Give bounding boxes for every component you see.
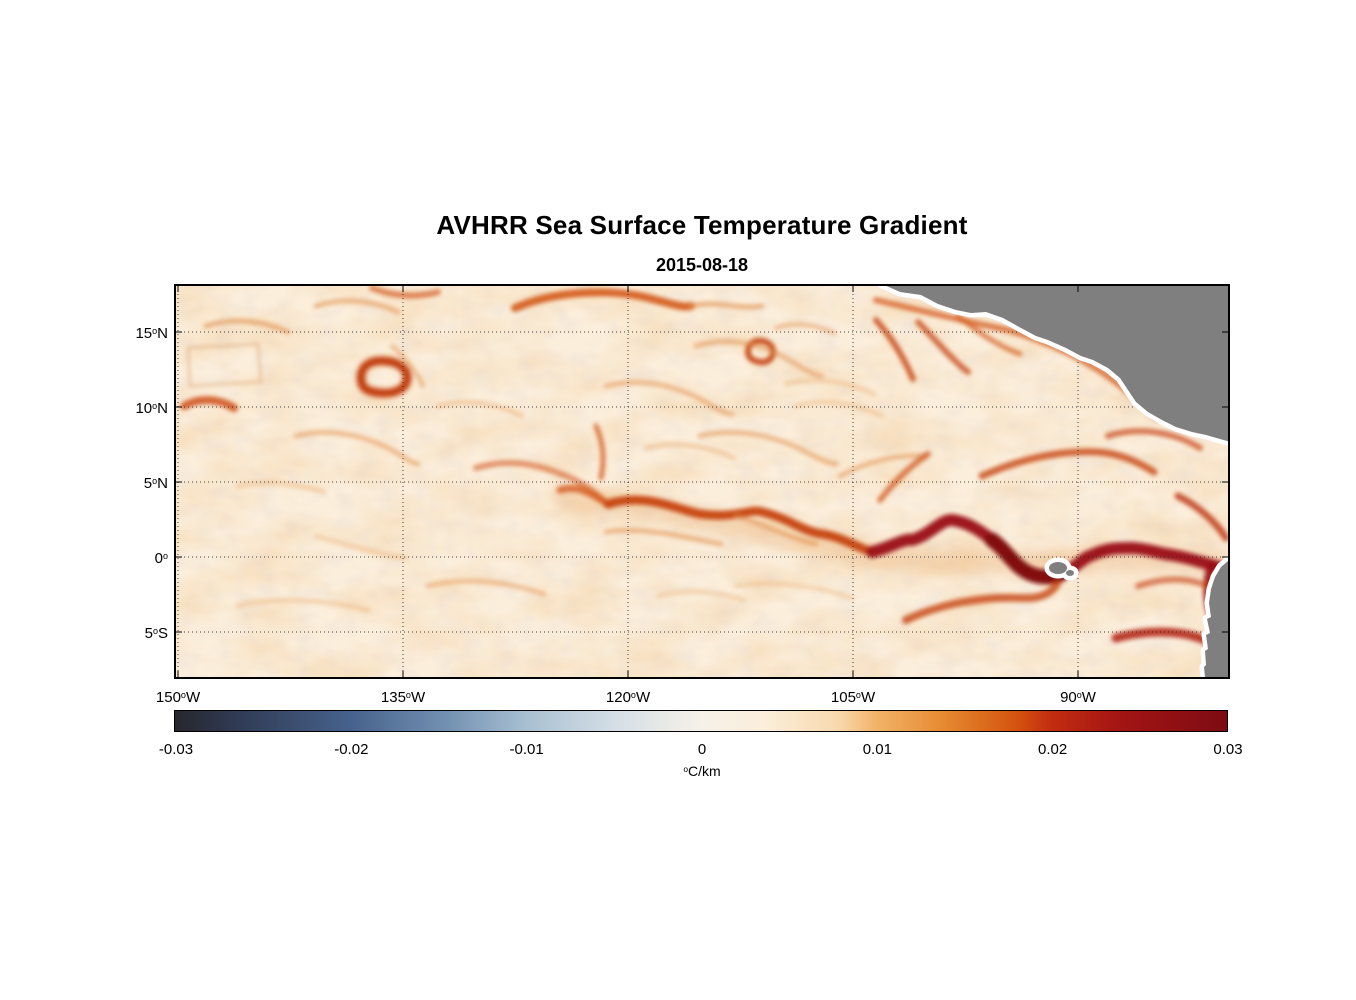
- x-axis-tick-label: 105oW: [830, 689, 876, 707]
- colorbar-gradient: [175, 711, 1227, 731]
- sst-gradient-map: [176, 286, 1228, 677]
- unit-text: C/km: [688, 763, 721, 779]
- x-axis-tick-label: 135oW: [380, 689, 426, 707]
- y-axis-tick-label: 5oN: [143, 475, 168, 493]
- y-axis-tick-label: 0o: [154, 550, 168, 568]
- colorbar-tick-label: -0.03: [158, 741, 194, 758]
- degree-sup: o: [683, 764, 688, 775]
- chart-subtitle-date: 2015-08-18: [655, 255, 749, 275]
- colorbar-tick-label: -0.02: [334, 741, 369, 758]
- map-plot: [174, 284, 1230, 679]
- colorbar-tick-label: -0.01: [509, 741, 544, 758]
- y-axis-tick-label: 15oN: [135, 325, 168, 343]
- y-axis-tick-label: 10oN: [135, 400, 168, 418]
- x-axis-tick-label: 150oW: [155, 689, 201, 707]
- y-axis-tick-label: 5oS: [144, 625, 168, 643]
- colorbar-tick-label: 0.02: [1038, 741, 1068, 758]
- colorbar: [174, 710, 1228, 732]
- colorbar-unit-label: oC/km: [176, 763, 1228, 779]
- chart-title: AVHRR Sea Surface Temperature Gradient: [436, 210, 968, 240]
- colorbar-tick-label: 0.03: [1213, 741, 1243, 758]
- colorbar-tick-label: 0.01: [862, 741, 892, 758]
- x-axis-tick-label: 90oW: [1060, 689, 1096, 707]
- x-axis-tick-label: 120oW: [605, 689, 651, 707]
- colorbar-tick-label: 0: [697, 741, 707, 758]
